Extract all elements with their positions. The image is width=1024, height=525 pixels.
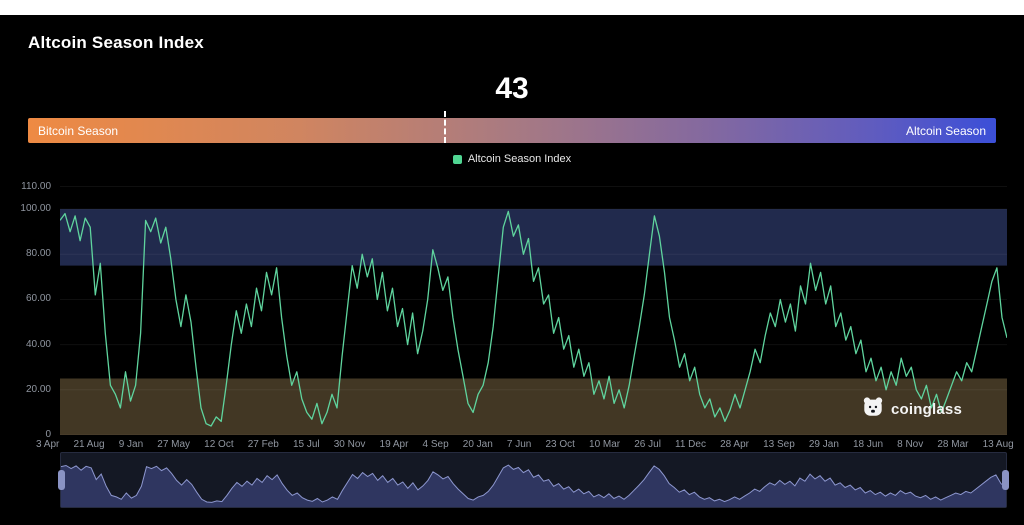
chart-range-navigator[interactable] [58,452,1009,508]
main-chart-area: 110.00 100.00 80.00 60.00 40.00 20.00 0 3 Apr 2… [0,180,1024,482]
x-axis-label: 27 May [157,439,191,450]
chart-legend[interactable]: Altcoin Season Index [0,153,1024,165]
x-axis-label: 27 Feb [247,439,279,450]
altcoin-season-index-chart[interactable] [60,182,1007,435]
current-index-value: 43 [495,72,529,105]
x-axis-label: 28 Apr [720,439,749,450]
x-axis-label: 8 Nov [897,439,924,450]
x-axis-label: 30 Nov [333,439,366,450]
navigator-right-handle[interactable] [1002,470,1009,490]
x-axis-label: 12 Oct [204,439,234,450]
current-value-marker [444,111,447,143]
y-axis-label: 0 [45,429,51,440]
x-axis-label: 13 Sep [763,439,795,450]
y-axis-label: 80.00 [25,248,51,260]
x-axis-label: 10 Mar [589,439,621,450]
x-axis-label: 28 Mar [937,439,969,450]
x-axis-label: 11 Dec [675,439,706,450]
x-axis-label: 29 Jan [808,439,839,450]
x-axis-label: 9 Jan [118,439,144,450]
x-axis: 3 Apr 21 Aug 9 Jan 27 May 12 Oct 27 Feb 15 Jul… [36,439,1014,450]
x-axis-label: 4 Sep [422,439,449,450]
navigator-left-handle[interactable] [58,470,65,490]
legend-series-marker [452,154,462,164]
x-axis-label: 18 Jun [853,439,884,450]
x-axis-label: 13 Aug [982,439,1014,450]
altcoin-season-label: Altcoin Season [905,123,986,138]
x-axis-label: 3 Apr [36,439,60,450]
bitcoin-season-label: Bitcoin Season [38,123,119,138]
coinglass-watermark-text: coinglass [891,401,962,418]
season-gradient-bar: Bitcoin Season Altcoin Season [28,111,996,143]
legend-series-label: Altcoin Season Index [467,153,572,165]
coinglass-watermark: coinglass [862,396,962,423]
y-axis-label: 100.00 [20,203,51,215]
x-axis-label: 15 Jul [292,439,320,450]
y-axis-label: 20.00 [25,383,51,395]
page-title: Altcoin Season Index [28,33,204,52]
y-axis-label: 40.00 [25,338,51,350]
y-axis-label: 60.00 [25,293,51,305]
x-axis-label: 7 Jun [506,439,532,450]
y-axis-label: 110.00 [21,180,51,192]
y-axis: 110.00 100.00 80.00 60.00 40.00 20.00 0 [0,180,55,440]
top-strip [0,0,1024,15]
x-axis-label: 26 Jul [634,439,661,450]
x-axis-label: 23 Oct [545,439,575,450]
x-axis-label: 21 Aug [73,439,105,450]
coinglass-bear-icon [862,396,884,423]
x-axis-label: 20 Jan [462,439,493,450]
x-axis-label: 19 Apr [379,439,409,450]
